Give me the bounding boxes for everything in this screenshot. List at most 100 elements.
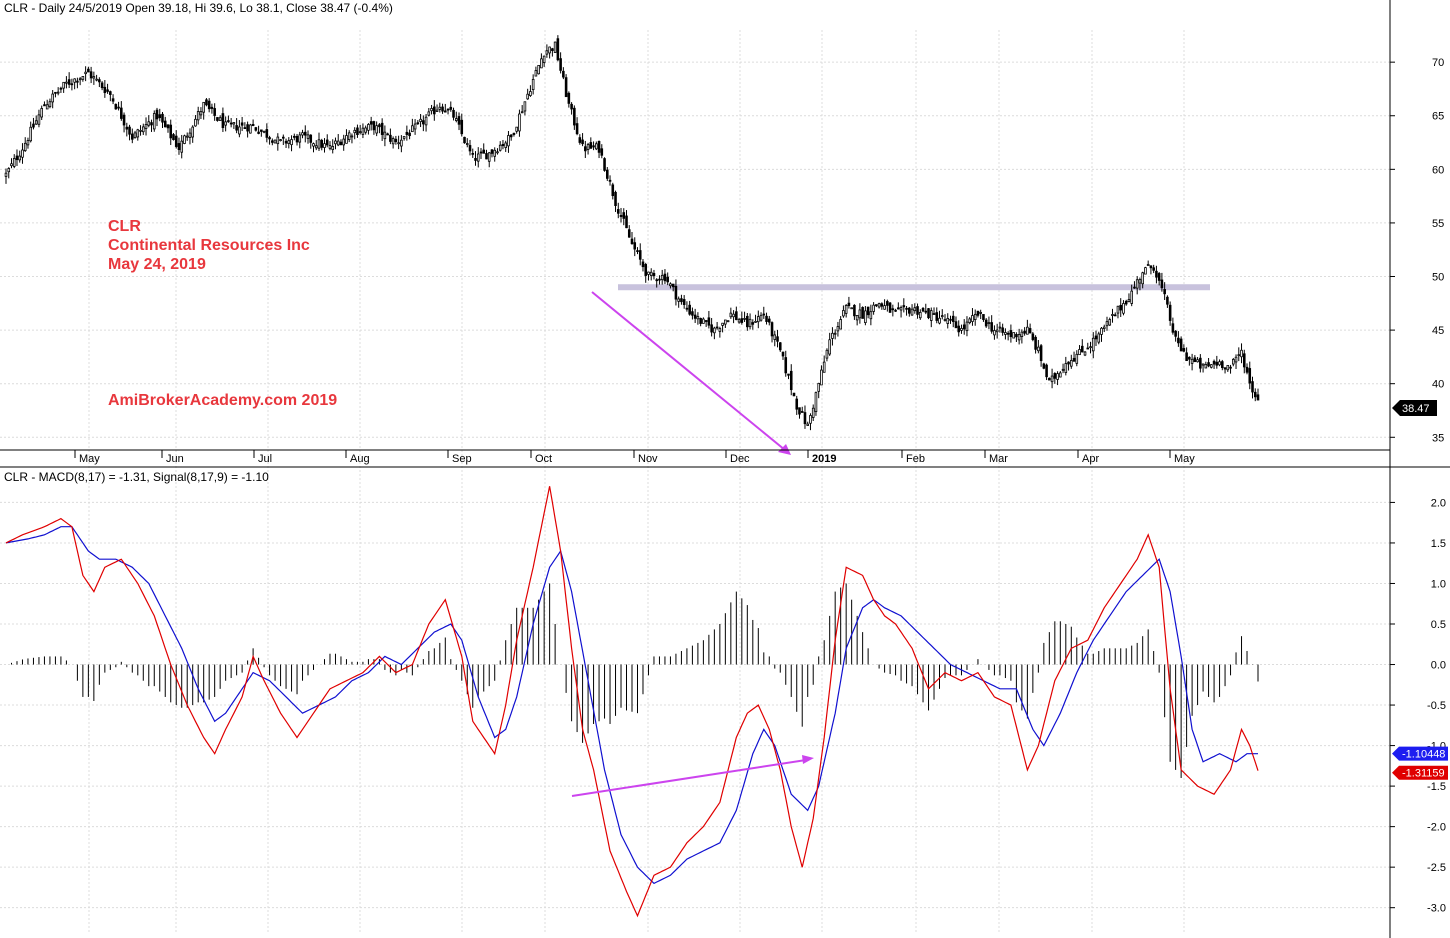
candle-body bbox=[303, 131, 307, 136]
candle-body bbox=[191, 126, 194, 138]
candle-body bbox=[556, 38, 560, 61]
candle-body bbox=[279, 139, 282, 141]
candle-body bbox=[103, 86, 107, 94]
candle-body bbox=[62, 81, 65, 89]
candle-body bbox=[257, 131, 260, 134]
candle-body bbox=[1193, 357, 1197, 363]
candle-body bbox=[1086, 347, 1090, 350]
candle-body bbox=[660, 274, 664, 281]
candle-body bbox=[693, 314, 697, 319]
candle-body bbox=[350, 135, 354, 138]
candle-body bbox=[136, 129, 140, 138]
candle-body bbox=[589, 142, 593, 149]
candle-body bbox=[526, 93, 529, 100]
candle-body bbox=[787, 373, 790, 376]
candle-body bbox=[957, 325, 961, 333]
candle-body bbox=[611, 184, 615, 197]
candle-body bbox=[597, 140, 601, 153]
candle-body bbox=[918, 311, 922, 319]
candle-body bbox=[84, 71, 87, 75]
candle-body bbox=[92, 76, 96, 79]
candle-body bbox=[268, 137, 271, 140]
candle-body bbox=[235, 125, 238, 131]
candle-body bbox=[836, 326, 840, 332]
candle-body bbox=[10, 163, 13, 167]
signal-line bbox=[5, 526, 1258, 885]
macd-tick-label: 2.0 bbox=[1431, 497, 1446, 509]
candle-body bbox=[666, 276, 669, 283]
candle-body bbox=[254, 127, 258, 131]
candle-body bbox=[150, 122, 153, 126]
candle-body bbox=[1127, 299, 1131, 302]
candle-body bbox=[584, 146, 587, 152]
candle-body bbox=[180, 140, 184, 153]
candle-body bbox=[205, 99, 208, 106]
candle-body bbox=[507, 135, 510, 147]
candle-body bbox=[822, 361, 826, 373]
candle-body bbox=[287, 140, 291, 144]
month-label: Mar bbox=[989, 453, 1008, 465]
candle-body bbox=[427, 111, 431, 116]
candle-body bbox=[995, 329, 999, 333]
candle-body bbox=[1094, 335, 1098, 340]
candle-body bbox=[301, 132, 304, 136]
candle-body bbox=[512, 132, 516, 135]
candle-body bbox=[1152, 267, 1155, 271]
price-header: CLR - Daily 24/5/2019 Open 39.18, Hi 39.… bbox=[4, 1, 393, 15]
candle-body bbox=[1155, 270, 1158, 278]
candle-body bbox=[172, 134, 175, 141]
month-label: Jul bbox=[258, 453, 272, 465]
candle-body bbox=[778, 342, 782, 351]
candle-body bbox=[968, 318, 972, 324]
signal-value-marker bbox=[1392, 746, 1448, 761]
candle-body bbox=[1179, 338, 1183, 352]
candle-body bbox=[1234, 356, 1238, 363]
candle-body bbox=[29, 126, 33, 142]
last-price-marker bbox=[1392, 400, 1437, 416]
candle-body bbox=[735, 311, 738, 321]
candle-body bbox=[433, 106, 436, 115]
candle-body bbox=[520, 111, 524, 114]
candle-body bbox=[940, 315, 944, 318]
candle-body bbox=[383, 131, 387, 140]
macd-header: CLR - MACD(8,17) = -1.31, Signal(8,17,9)… bbox=[4, 470, 269, 484]
candle-body bbox=[224, 121, 227, 126]
macd-divergence-arrow-head bbox=[802, 755, 814, 764]
candle-body bbox=[1146, 264, 1150, 266]
candle-body bbox=[265, 129, 269, 138]
candle-body bbox=[1039, 345, 1043, 362]
candle-body bbox=[251, 124, 255, 126]
candle-body bbox=[460, 119, 464, 135]
candle-body bbox=[336, 140, 340, 146]
candle-body bbox=[531, 78, 535, 91]
candle-body bbox=[726, 320, 730, 323]
candle-body bbox=[652, 272, 656, 277]
candle-body bbox=[680, 298, 683, 303]
candle-body bbox=[158, 114, 162, 119]
month-label: Apr bbox=[1082, 453, 1099, 465]
candle-body bbox=[946, 318, 950, 324]
candle-body bbox=[356, 127, 359, 135]
candle-body bbox=[674, 285, 678, 300]
candle-body bbox=[411, 125, 414, 133]
candle-body bbox=[713, 327, 716, 334]
candle-body bbox=[292, 135, 296, 138]
candle-body bbox=[746, 315, 749, 328]
candle-body bbox=[34, 120, 38, 125]
month-label: May bbox=[1174, 453, 1195, 465]
candle-body bbox=[781, 351, 785, 357]
candle-body bbox=[759, 314, 763, 321]
candle-body bbox=[960, 327, 963, 331]
candle-body bbox=[98, 79, 101, 83]
candle-body bbox=[567, 92, 571, 104]
candle-body bbox=[1070, 360, 1073, 367]
candle-body bbox=[402, 136, 406, 139]
candle-body bbox=[877, 303, 881, 308]
candle-body bbox=[844, 305, 848, 314]
candle-body bbox=[1122, 303, 1125, 314]
candle-body bbox=[416, 122, 420, 125]
candle-body bbox=[894, 309, 897, 312]
price-tick-label: 40 bbox=[1432, 379, 1444, 391]
candle-body bbox=[655, 279, 659, 282]
candle-body bbox=[789, 370, 793, 391]
